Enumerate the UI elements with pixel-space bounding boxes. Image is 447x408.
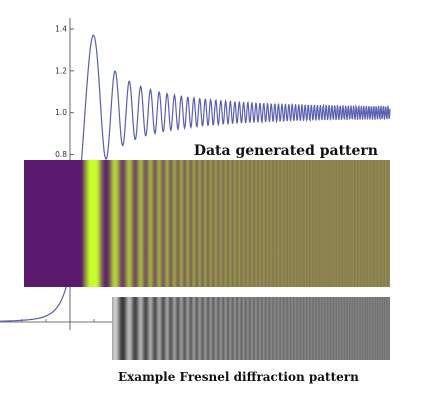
y-tick-label: 1.0: [55, 108, 67, 117]
photo-pattern-caption: Example Fresnel diffraction pattern: [118, 370, 359, 384]
generated-pattern-image: [24, 160, 390, 287]
y-axis-ticks: 1.4 1.2 1.0 0.8: [55, 25, 74, 159]
generated-pattern-caption: Data generated pattern: [194, 143, 378, 159]
y-tick-label: 1.2: [55, 66, 67, 75]
y-tick-label: 1.4: [55, 25, 67, 34]
y-tick-label: 0.8: [55, 150, 67, 159]
intensity-curve: [0, 34, 391, 322]
photo-pattern-image: [112, 297, 390, 360]
